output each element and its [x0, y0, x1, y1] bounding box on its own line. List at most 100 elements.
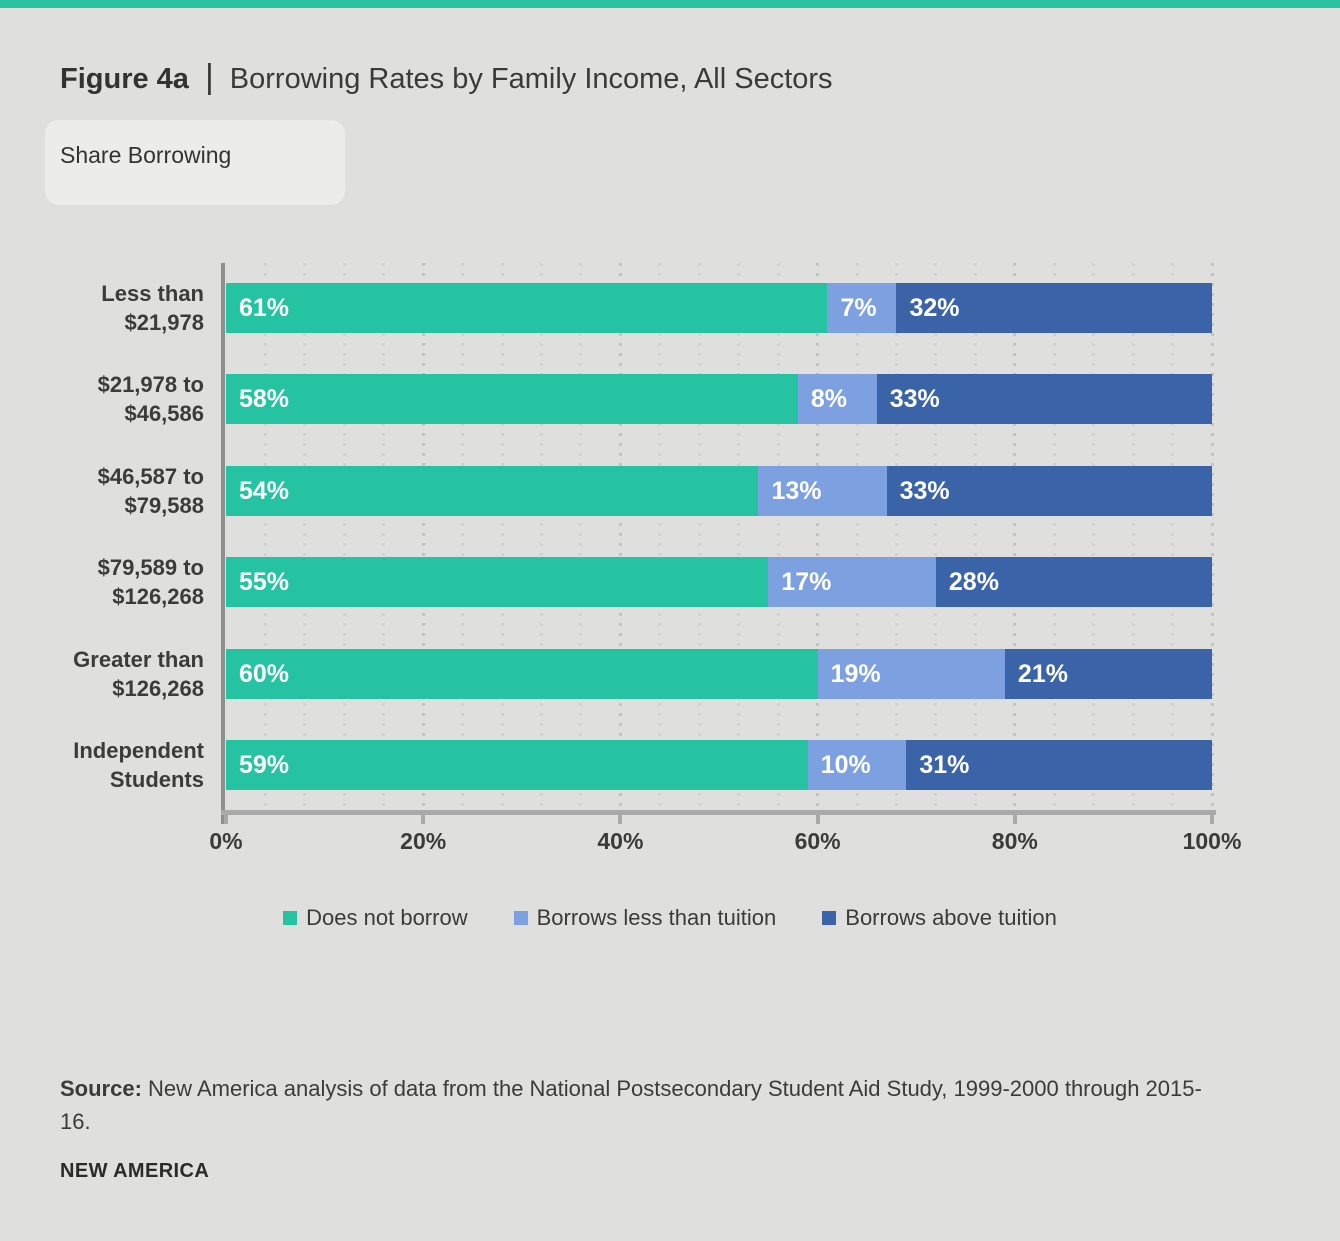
bar-row: 60% 19% 21%	[226, 649, 1212, 699]
bar-segment: 33%	[886, 466, 1212, 516]
bar-segment: 60%	[226, 649, 818, 699]
minor-gridline	[263, 263, 267, 812]
y-axis-line	[221, 263, 225, 824]
source-text: New America analysis of data from the Na…	[60, 1076, 1202, 1134]
legend-swatch-icon	[283, 911, 298, 925]
bar-segment: 61%	[226, 283, 828, 333]
x-axis-tick	[618, 815, 623, 824]
bar-value-label: 55%	[239, 567, 290, 596]
bar-segment: 13%	[758, 466, 887, 516]
major-gridline	[1013, 263, 1017, 812]
legend-item: Borrows less than tuition	[513, 905, 777, 931]
minor-gridline	[855, 263, 859, 812]
minor-gridline	[540, 263, 544, 812]
major-gridline	[816, 263, 820, 812]
bar-segment: 28%	[935, 557, 1212, 607]
bar-value-label: 7%	[840, 293, 877, 322]
legend-item: Does not borrow	[283, 905, 468, 931]
x-axis-tick-label: 80%	[991, 828, 1038, 854]
bar-segment: 8%	[797, 374, 877, 424]
minor-gridline	[342, 263, 346, 812]
bar-segment: 7%	[827, 283, 897, 333]
minor-gridline	[934, 263, 938, 812]
major-gridline	[1210, 263, 1214, 812]
bar-segment: 10%	[807, 740, 907, 790]
minor-gridline	[303, 263, 307, 812]
legend: Does not borrow Borrows less than tuition…	[0, 905, 1340, 931]
source-note: Source: New America analysis of data fro…	[60, 1072, 1230, 1138]
bar-value-label: 33%	[899, 476, 950, 505]
bar-value-label: 31%	[919, 750, 970, 779]
category-label: $79,589 to $126,268	[97, 555, 204, 609]
legend-label: Borrows less than tuition	[536, 905, 777, 930]
category-label: Greater than $126,268	[73, 647, 204, 701]
minor-gridline	[1052, 263, 1056, 812]
minor-gridline	[697, 263, 701, 812]
figure-title: Borrowing Rates by Family Income, All Se…	[229, 63, 833, 95]
major-gridline	[421, 263, 425, 812]
legend-label: Does not borrow	[306, 905, 468, 930]
x-axis-line	[221, 810, 1216, 815]
bar-value-label: 17%	[781, 567, 832, 596]
minor-gridline	[973, 263, 977, 812]
figure-title-row: Figure 4a | Borrowing Rates by Family In…	[60, 58, 833, 99]
minor-gridline	[579, 263, 583, 812]
bar-segment: 17%	[768, 557, 936, 607]
category-label: Independent Students	[73, 738, 204, 792]
x-axis-tick-label: 0%	[209, 828, 243, 854]
legend-swatch-icon	[822, 911, 837, 925]
minor-gridline	[382, 263, 386, 812]
bar-segment: 33%	[876, 374, 1212, 424]
bar-row: 61% 7% 32%	[226, 283, 1212, 333]
major-gridline	[618, 263, 622, 812]
bar-value-label: 58%	[239, 384, 290, 413]
x-axis-tick	[815, 815, 820, 824]
category-label: $21,978 to $46,586	[97, 372, 204, 426]
y-axis-caption: Share Borrowing	[60, 142, 232, 168]
bar-segment: 31%	[906, 740, 1212, 790]
bar-row: 58% 8% 33%	[226, 374, 1212, 424]
x-axis-tick	[421, 815, 426, 824]
x-axis-tick-label: 40%	[597, 828, 644, 854]
minor-gridline	[1131, 263, 1135, 812]
bar-value-label: 61%	[239, 293, 290, 322]
bar-segment: 32%	[896, 283, 1212, 333]
bar-row: 59% 10% 31%	[226, 740, 1212, 790]
subtitle-highlight-box	[45, 120, 345, 205]
minor-gridline	[1092, 263, 1096, 812]
new-america-logo: NEW AMERICA	[60, 1160, 210, 1182]
minor-gridline	[658, 263, 662, 812]
figure-number: Figure 4a	[60, 63, 189, 95]
bar-value-label: 60%	[239, 659, 290, 688]
bar-row: 54% 13% 33%	[226, 466, 1212, 516]
bar-segment: 59%	[226, 740, 808, 790]
bar-value-label: 19%	[830, 659, 881, 688]
bar-value-label: 59%	[239, 750, 290, 779]
bar-segment: 19%	[817, 649, 1005, 699]
bar-value-label: 33%	[889, 384, 940, 413]
bar-row: 55% 17% 28%	[226, 557, 1212, 607]
x-axis-tick-label: 20%	[400, 828, 447, 854]
title-separator: |	[204, 58, 214, 96]
bar-value-label: 54%	[239, 476, 290, 505]
bar-segment: 54%	[226, 466, 759, 516]
minor-gridline	[500, 263, 504, 812]
x-axis-tick-label: 100%	[1182, 828, 1242, 854]
bar-value-label: 21%	[1017, 659, 1068, 688]
bar-value-label: 8%	[810, 384, 848, 413]
legend-label: Borrows above tuition	[845, 905, 1057, 930]
x-axis-tick	[1210, 815, 1214, 824]
x-axis-tick-label: 60%	[794, 828, 841, 854]
minor-gridline	[1171, 263, 1175, 812]
bar-value-label: 28%	[948, 567, 999, 596]
minor-gridline	[461, 263, 465, 812]
bar-value-label: 13%	[771, 476, 822, 505]
x-axis-tick	[1012, 815, 1017, 824]
minor-gridline	[776, 263, 780, 812]
x-axis-tick	[224, 815, 228, 824]
minor-gridline	[737, 263, 741, 812]
bar-value-label: 32%	[909, 293, 960, 322]
source-label: Source:	[60, 1076, 142, 1101]
bar-segment: 55%	[226, 557, 769, 607]
